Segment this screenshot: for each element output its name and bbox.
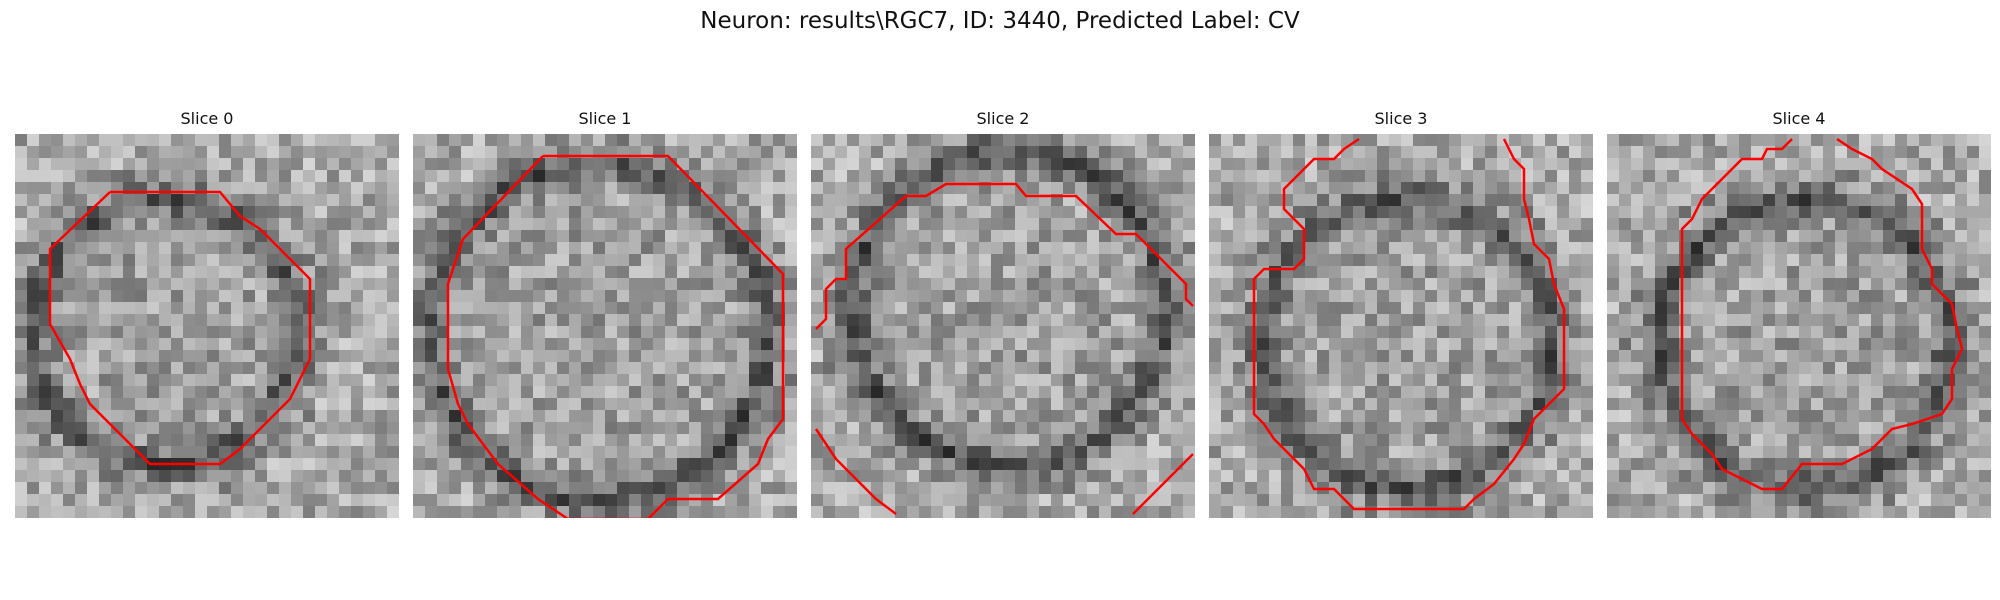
slice-image-4	[1607, 134, 1991, 518]
slice-panel-2: Slice 2	[811, 108, 1195, 518]
texture-layer	[1209, 134, 1593, 518]
contour-2b	[814, 428, 897, 515]
slice-panel-0: Slice 0	[15, 108, 399, 518]
contour-2c	[1132, 453, 1194, 515]
slice-image-0	[15, 134, 399, 518]
slice-title-0: Slice 0	[180, 109, 234, 128]
texture-layer	[15, 134, 399, 518]
texture-layer	[413, 134, 797, 518]
slice-panel-1: Slice 1	[413, 108, 797, 518]
contour-2a	[815, 182, 1194, 330]
slice-image-2	[811, 134, 1195, 518]
contour-0	[48, 190, 312, 466]
slice-image-3	[1209, 134, 1593, 518]
slice-title-1: Slice 1	[578, 109, 632, 128]
contour-4	[1680, 137, 1964, 491]
slice-panel-4: Slice 4	[1607, 108, 1991, 518]
slice-title-3: Slice 3	[1374, 109, 1428, 128]
texture-layer	[811, 134, 1195, 518]
slice-image-1	[413, 134, 797, 518]
contour-3a	[1252, 137, 1566, 511]
slice-title-2: Slice 2	[976, 109, 1030, 128]
texture-layer	[1607, 134, 1991, 518]
contour-1	[446, 154, 785, 518]
slice-title-4: Slice 4	[1772, 109, 1826, 128]
figure-title: Neuron: results\RGC7, ID: 3440, Predicte…	[700, 8, 1300, 34]
slice-panel-3: Slice 3	[1209, 108, 1593, 518]
